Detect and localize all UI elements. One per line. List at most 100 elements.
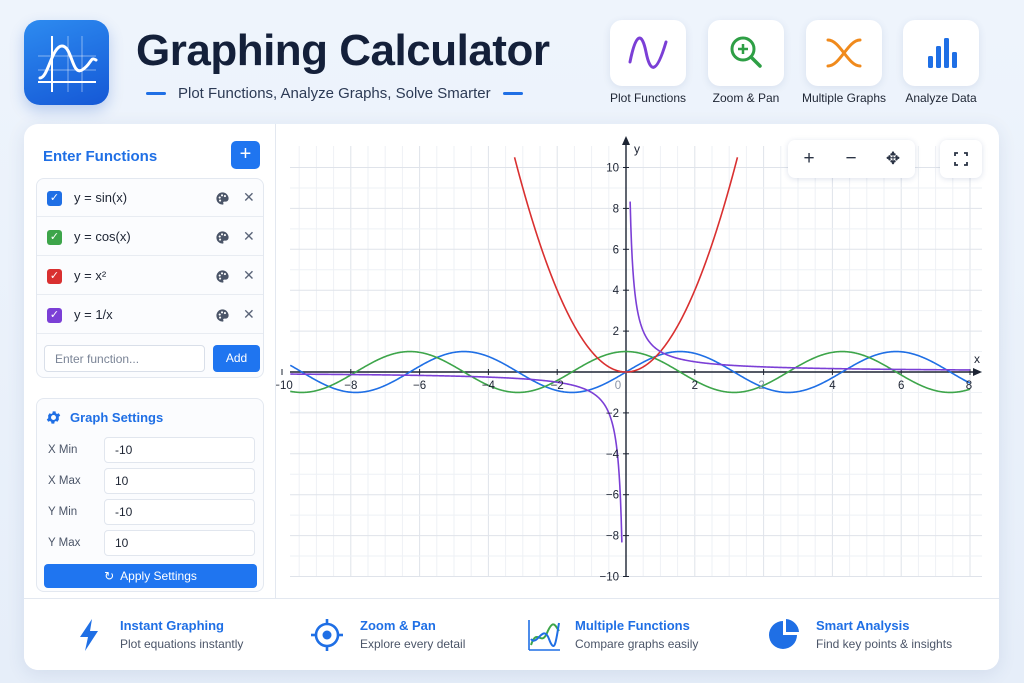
- subtitle-dash-left: [146, 91, 166, 95]
- y-tick-label: −6: [606, 490, 619, 502]
- footer-subtitle: Explore every detail: [360, 637, 466, 651]
- y-tick-label: −4: [606, 449, 620, 461]
- x-tick-label: 8: [966, 380, 972, 392]
- zoom-controls: + − ✥: [788, 140, 915, 178]
- y-axis-label: y: [634, 142, 640, 156]
- pie-chart-icon: [769, 619, 799, 649]
- zoom-in-icon: [730, 36, 762, 68]
- footer: Instant Graphing Plot equations instantl…: [24, 598, 999, 670]
- function-row-reciprocal[interactable]: ✓ y = 1/x ✕: [37, 296, 263, 334]
- curve-square: [513, 157, 739, 373]
- axes: [281, 136, 982, 577]
- x-tick-label: −6: [413, 380, 426, 392]
- gear-icon: [46, 411, 61, 424]
- graph-settings-title: Graph Settings: [70, 410, 164, 425]
- feature-plot-functions[interactable]: [610, 20, 686, 86]
- palette-icon[interactable]: [215, 308, 230, 323]
- remove-function-icon[interactable]: ✕: [243, 228, 255, 244]
- curve-cos: [290, 350, 971, 394]
- footer-subtitle: Compare graphs easily: [575, 637, 699, 651]
- x-tick-label: 0: [615, 380, 621, 392]
- x-max-label: X Max: [48, 475, 81, 487]
- x-tick-label: −4: [482, 380, 496, 392]
- palette-icon[interactable]: [215, 230, 230, 245]
- palette-icon[interactable]: [215, 269, 230, 284]
- fullscreen-button[interactable]: [940, 140, 982, 178]
- remove-function-icon[interactable]: ✕: [243, 267, 255, 283]
- zoom-in-button[interactable]: +: [803, 148, 815, 169]
- feature-analyze-data[interactable]: [903, 20, 979, 86]
- sidebar: Enter Functions + ✓ y = sin(x) ✕ ✓ y = c…: [24, 124, 276, 598]
- crossing-curves-icon: [826, 38, 862, 68]
- footer-subtitle: Find key points & insights: [816, 637, 953, 651]
- feature-label-plot: Plot Functions: [609, 91, 687, 105]
- function-checkbox-square[interactable]: ✓: [47, 269, 62, 284]
- apply-settings-label: Apply Settings: [120, 569, 197, 583]
- y-min-label: Y Min: [48, 506, 78, 518]
- x-tick-label: 2: [692, 380, 698, 392]
- function-checkbox-reciprocal[interactable]: ✓: [47, 308, 62, 323]
- feature-label-multiple: Multiple Graphs: [801, 91, 887, 105]
- add-function-button[interactable]: +: [231, 141, 260, 169]
- footer-title: Instant Graphing: [120, 618, 224, 633]
- y-tick-label: 6: [613, 244, 619, 256]
- y-tick-label: −10: [599, 572, 619, 584]
- x-tick-label: 4: [829, 380, 836, 392]
- x-max-input[interactable]: [104, 468, 255, 494]
- main-panel: Enter Functions + ✓ y = sin(x) ✕ ✓ y = c…: [24, 124, 999, 670]
- page-subtitle: Plot Functions, Analyze Graphs, Solve Sm…: [146, 83, 523, 103]
- add-button[interactable]: Add: [213, 345, 260, 372]
- y-max-input[interactable]: [104, 530, 255, 556]
- function-row-sin[interactable]: ✓ y = sin(x) ✕: [37, 179, 263, 217]
- pan-button[interactable]: ✥: [885, 149, 901, 168]
- feature-multiple-graphs[interactable]: [806, 20, 882, 86]
- y-min-input[interactable]: [104, 499, 255, 525]
- footer-instant-graphing: Instant Graphing Plot equations instantl…: [74, 599, 274, 670]
- y-max-label: Y Max: [48, 537, 81, 549]
- y-tick-label: 10: [606, 163, 619, 175]
- function-input[interactable]: [44, 345, 205, 372]
- x-min-label: X Min: [48, 444, 78, 456]
- x-tick-label: −10: [276, 380, 293, 392]
- function-checkbox-cos[interactable]: ✓: [47, 230, 62, 245]
- x-tick-label: −2: [551, 380, 564, 392]
- feature-zoom-pan[interactable]: [708, 20, 784, 86]
- footer-title: Zoom & Pan: [360, 618, 436, 633]
- zoom-out-button[interactable]: −: [845, 148, 857, 169]
- y-tick-label: −2: [606, 408, 619, 420]
- footer-title: Multiple Functions: [575, 618, 690, 633]
- palette-icon[interactable]: [215, 191, 230, 206]
- remove-function-icon[interactable]: ✕: [243, 189, 255, 205]
- y-tick-label: 2: [613, 326, 619, 338]
- y-tick-label: 8: [613, 203, 619, 215]
- crosshair-icon: [311, 619, 343, 651]
- multi-line-chart-icon: [528, 620, 560, 651]
- function-checkbox-sin[interactable]: ✓: [47, 191, 62, 206]
- feature-label-zoom: Zoom & Pan: [712, 91, 780, 105]
- fullscreen-icon: [954, 152, 968, 166]
- apply-settings-button[interactable]: ↻ Apply Settings: [44, 564, 257, 588]
- x-axis-arrow: [973, 368, 982, 376]
- enter-functions-title: Enter Functions: [43, 148, 158, 165]
- subtitle-dash-right: [502, 91, 523, 95]
- footer-zoom-pan: Zoom & Pan Explore every detail: [310, 599, 510, 670]
- x-axis-label: x: [974, 352, 980, 366]
- graph-settings: Graph Settings X Min X Max Y Min Y Max ↻…: [36, 398, 264, 592]
- function-list: ✓ y = sin(x) ✕ ✓ y = cos(x) ✕ ✓ y = x² ✕…: [36, 178, 264, 378]
- x-tick-label: 2: [758, 380, 764, 392]
- footer-smart-analysis: Smart Analysis Find key points & insight…: [767, 599, 987, 670]
- function-text-square: y = x²: [74, 268, 107, 283]
- page-title: Graphing Calculator: [136, 26, 550, 75]
- function-row-square[interactable]: ✓ y = x² ✕: [37, 257, 263, 295]
- function-curves: [290, 157, 971, 543]
- remove-function-icon[interactable]: ✕: [243, 306, 255, 322]
- function-row-cos[interactable]: ✓ y = cos(x) ✕: [37, 218, 263, 256]
- footer-title: Smart Analysis: [816, 618, 910, 633]
- wave-icon: [628, 36, 668, 69]
- x-min-input[interactable]: [104, 437, 255, 463]
- lightning-icon: [80, 619, 98, 651]
- curve-reciprocal: [290, 201, 971, 543]
